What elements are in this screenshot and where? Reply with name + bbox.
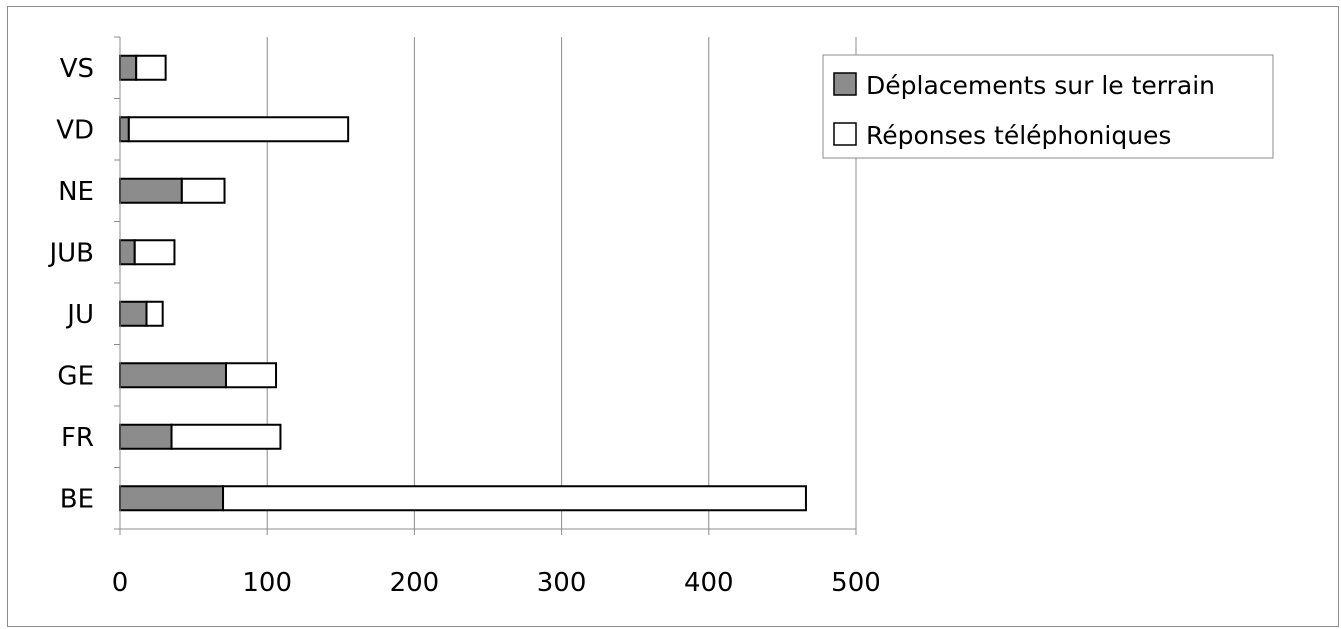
y-tick-label-jub: JUB — [47, 238, 94, 268]
y-tick-label-ne: NE — [58, 177, 94, 207]
x-tick-label-500: 500 — [831, 568, 881, 598]
legend-box — [822, 54, 1274, 159]
x-tick-label-0: 0 — [112, 568, 129, 598]
bar-ne-deplacements-sur-le-terrain — [119, 177, 183, 204]
bar-vd-reponses-telephoniques — [127, 116, 350, 143]
y-tick-labels: BE FR GE JU JUB NE VD VS — [47, 54, 94, 515]
y-tick-label-vs: VS — [60, 54, 94, 84]
gridlines — [266, 37, 857, 529]
legend-swatch-deplacements — [833, 72, 857, 96]
bar-be-deplacements-sur-le-terrain — [119, 485, 225, 512]
x-tick-label-200: 200 — [390, 568, 440, 598]
legend-swatch-reponses — [833, 122, 857, 146]
bar-jub-reponses-telephoniques — [133, 239, 176, 266]
bar-vd-deplacements-sur-le-terrain — [119, 116, 130, 143]
legend-label-reponses: Réponses téléphoniques — [866, 121, 1171, 150]
x-tick-label-100: 100 — [242, 568, 292, 598]
bar-ju-reponses-telephoniques — [145, 300, 164, 327]
bar-be-reponses-telephoniques — [222, 485, 807, 512]
bar-jub-deplacements-sur-le-terrain — [119, 239, 136, 266]
bar-fr-deplacements-sur-le-terrain — [119, 423, 173, 450]
y-tick-label-vd: VD — [56, 115, 94, 145]
bar-ju-deplacements-sur-le-terrain — [119, 300, 148, 327]
x-tick-labels: 0 100 200 300 400 500 — [112, 568, 881, 598]
bar-fr-reponses-telephoniques — [170, 423, 282, 450]
bar-vs-deplacements-sur-le-terrain — [119, 54, 138, 81]
y-tick-label-be: BE — [60, 484, 94, 514]
legend: Déplacements sur le terrain Réponses tél… — [822, 54, 1274, 159]
x-tick-label-400: 400 — [684, 568, 734, 598]
bars — [119, 54, 807, 512]
bar-ge-reponses-telephoniques — [224, 362, 278, 389]
bar-vs-reponses-telephoniques — [135, 54, 167, 81]
bar-ge-deplacements-sur-le-terrain — [119, 362, 227, 389]
y-tick-label-fr: FR — [61, 423, 94, 453]
legend-label-deplacements: Déplacements sur le terrain — [866, 71, 1215, 100]
axes — [114, 36, 857, 535]
y-tick-label-ge: GE — [57, 361, 94, 391]
bar-ne-reponses-telephoniques — [180, 177, 226, 204]
y-tick-label-ju: JU — [65, 300, 94, 330]
x-tick-label-300: 300 — [537, 568, 587, 598]
